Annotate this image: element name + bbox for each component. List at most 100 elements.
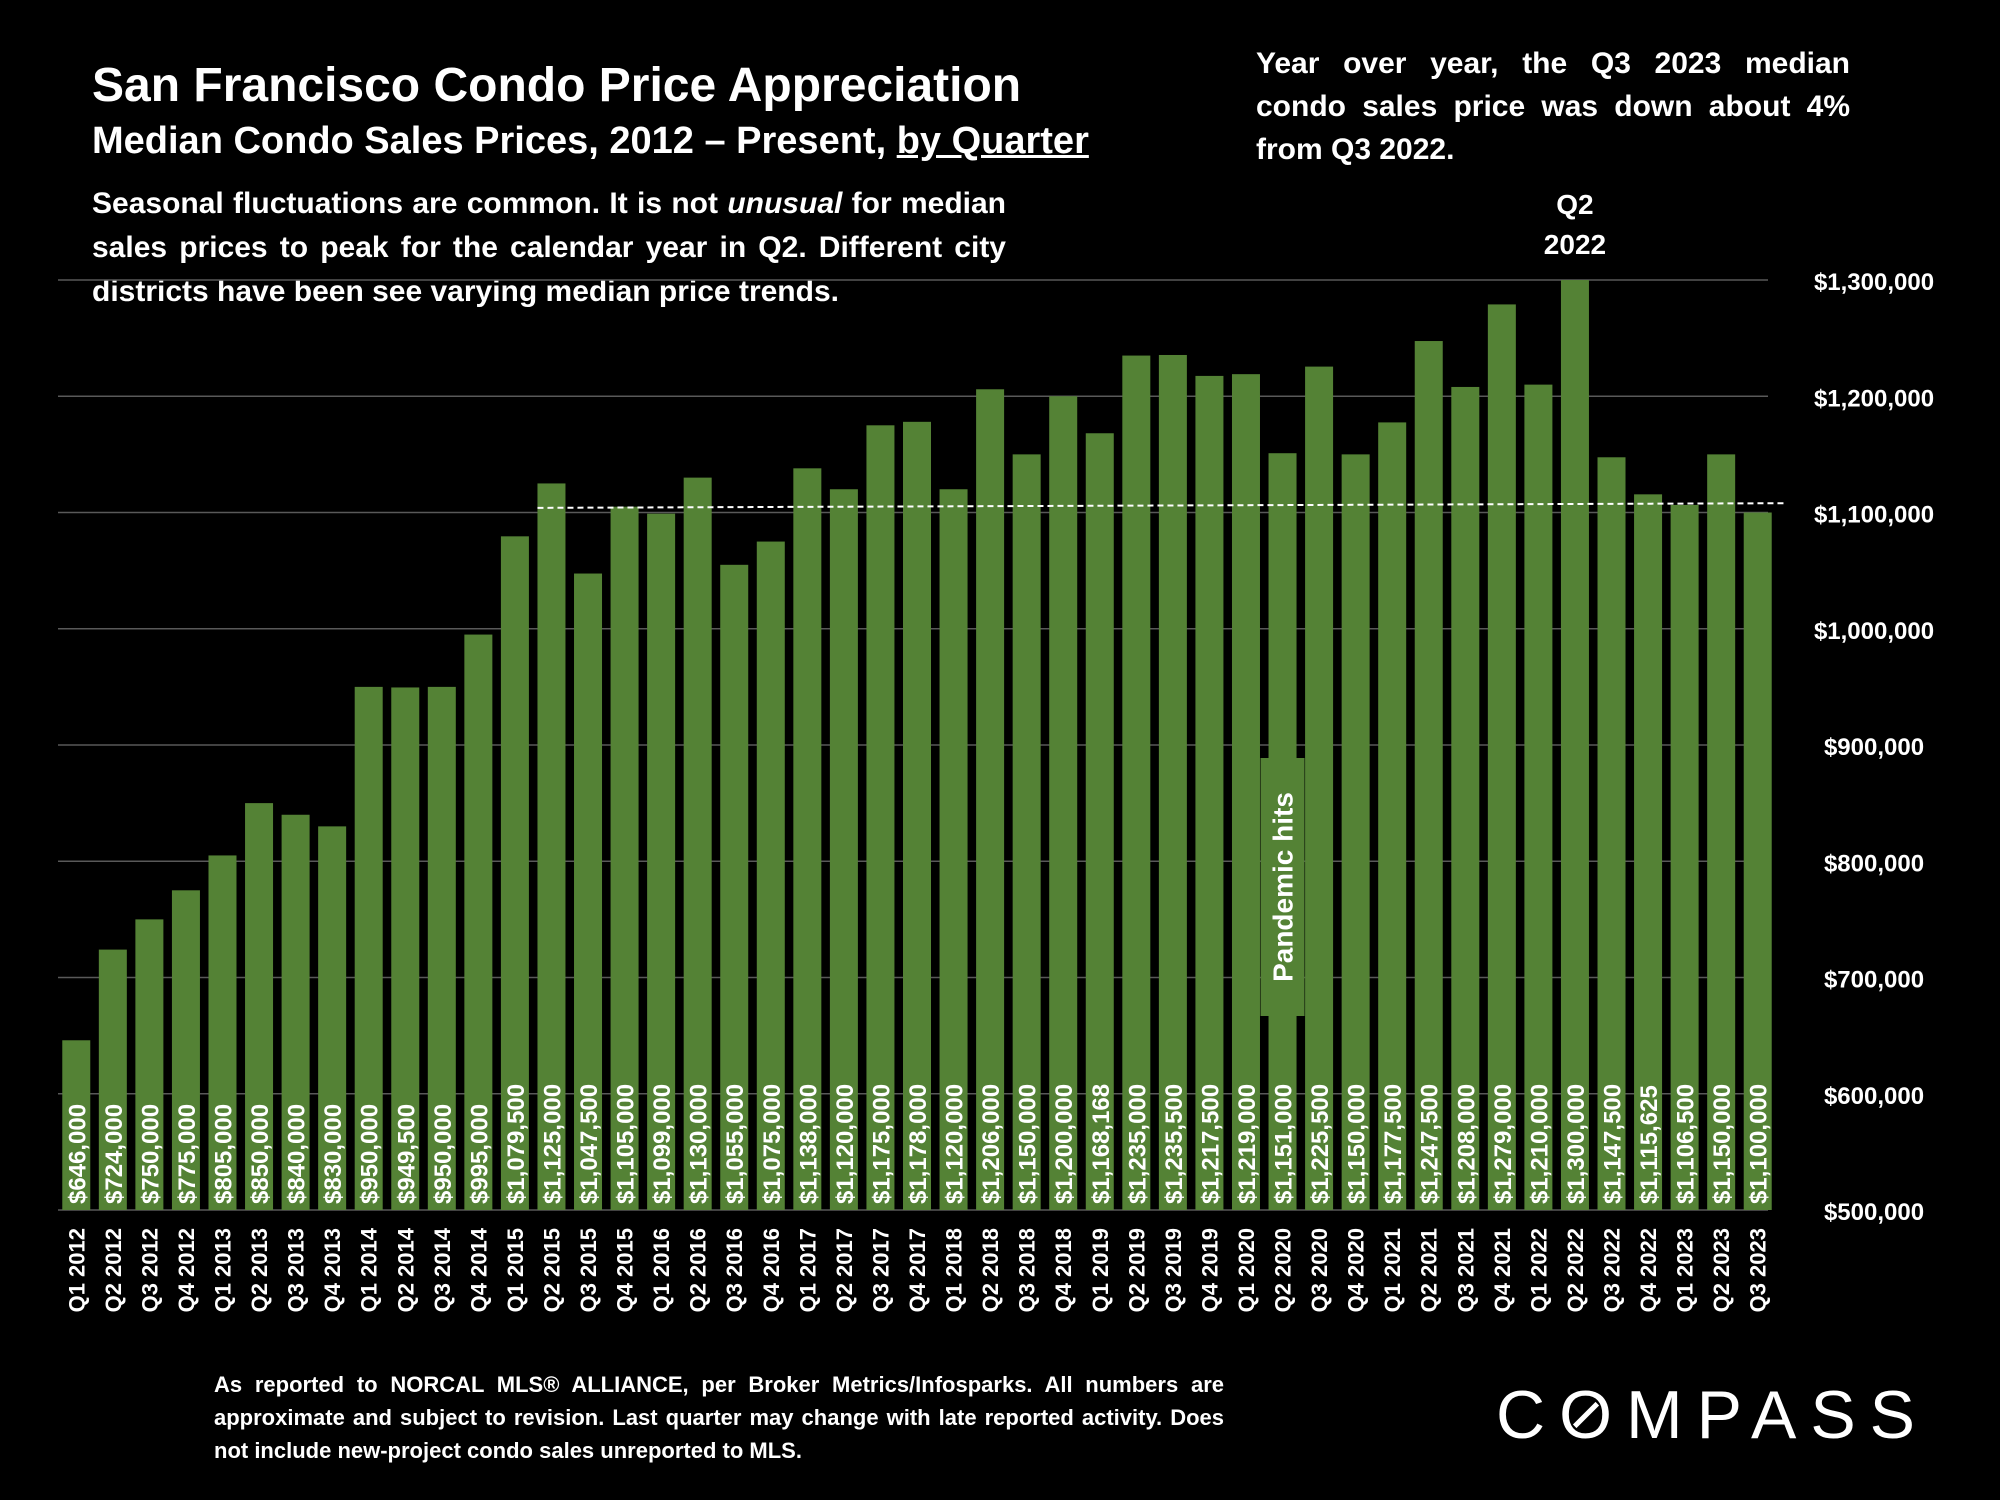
value-label: $1,125,000 xyxy=(539,1084,566,1204)
value-label: $1,219,000 xyxy=(1234,1084,1261,1204)
bar xyxy=(1195,375,1224,1210)
annotations-group: Q2 2022 Pandemic hits xyxy=(1260,189,1606,1016)
x-tick-label: Q1 2017 xyxy=(795,1228,820,1312)
x-tick-label: Q3 2017 xyxy=(868,1228,893,1312)
value-label: $1,120,000 xyxy=(942,1084,969,1204)
bar xyxy=(1634,494,1663,1210)
bar xyxy=(1085,433,1114,1210)
reference-line xyxy=(537,502,1784,509)
seasonal-note-start: Seasonal fluctuations are common. It is … xyxy=(92,187,728,220)
reference-line-group xyxy=(537,502,1784,509)
bar xyxy=(208,855,237,1210)
bar xyxy=(537,483,566,1210)
value-label: $805,000 xyxy=(210,1104,237,1204)
x-tick-label: Q2 2016 xyxy=(686,1228,711,1312)
x-tick-label: Q2 2021 xyxy=(1417,1228,1442,1312)
x-tick-label: Q4 2013 xyxy=(320,1228,345,1312)
value-labels-group: $646,000 $724,000 $750,000 $775,000 $805,000… xyxy=(64,1084,1772,1204)
bar xyxy=(1560,280,1589,1210)
bar xyxy=(1122,355,1151,1210)
x-tick-label: Q1 2015 xyxy=(503,1228,528,1312)
x-tick-label: Q1 2022 xyxy=(1526,1228,1551,1312)
x-tick-label: Q4 2014 xyxy=(466,1227,491,1312)
y-tick-label: $800,000 xyxy=(1824,850,1924,877)
chart-title: San Francisco Condo Price Appreciation xyxy=(92,59,1022,112)
logo-letters-rest: MPASS xyxy=(1626,1377,1930,1453)
subtitle-text: Median Condo Sales Prices, 2012 – Presen… xyxy=(92,120,897,162)
bar xyxy=(464,634,493,1210)
x-tick-label: Q2 2014 xyxy=(393,1227,418,1312)
value-label: $1,210,000 xyxy=(1526,1084,1553,1204)
bar xyxy=(1231,374,1260,1211)
y-tick-label: $900,000 xyxy=(1824,734,1924,761)
bar xyxy=(1707,454,1736,1210)
logo-letter-c: C xyxy=(1496,1377,1560,1453)
value-label: $840,000 xyxy=(284,1104,311,1204)
bar xyxy=(1012,454,1041,1210)
value-label: $1,115,625 xyxy=(1636,1085,1663,1204)
x-tick-label: Q4 2020 xyxy=(1344,1228,1369,1312)
value-label: $1,105,000 xyxy=(613,1084,640,1204)
chart-subtitle: Median Condo Sales Prices, 2012 – Presen… xyxy=(92,120,1089,163)
value-label: $1,138,000 xyxy=(795,1084,822,1204)
value-label: $1,150,000 xyxy=(1015,1084,1042,1204)
x-tick-label: Q2 2015 xyxy=(539,1228,564,1312)
x-tick-label: Q2 2020 xyxy=(1271,1228,1296,1312)
x-tick-label: Q1 2016 xyxy=(649,1228,674,1312)
value-label: $850,000 xyxy=(247,1104,274,1204)
x-tick-label: Q1 2014 xyxy=(357,1227,382,1312)
y-tick-labels-group: $500,000 $600,000 $700,000 $800,000 $900,000… xyxy=(1814,269,1934,1226)
pandemic-annotation-box xyxy=(1260,758,1305,1016)
value-label: $1,168,168 xyxy=(1088,1084,1115,1204)
value-label: $775,000 xyxy=(174,1104,201,1204)
bar xyxy=(245,803,274,1210)
x-tick-label: Q4 2012 xyxy=(174,1228,199,1312)
seasonal-note-emphasis: unusual xyxy=(727,187,843,220)
logo-o-text: O xyxy=(1559,1377,1627,1453)
x-tick-label: Q1 2019 xyxy=(1088,1228,1113,1312)
value-label: $1,100,000 xyxy=(1746,1084,1773,1204)
value-label: $1,225,500 xyxy=(1307,1084,1334,1204)
bar xyxy=(1743,512,1772,1210)
bar xyxy=(1524,384,1553,1210)
bar xyxy=(683,477,712,1210)
bar xyxy=(1378,422,1407,1210)
x-tick-label: Q1 2023 xyxy=(1673,1228,1698,1312)
x-tick-label: Q4 2016 xyxy=(759,1228,784,1312)
source-footnote: As reported to NORCAL MLS® ALLIANCE, per… xyxy=(214,1372,1224,1463)
bar xyxy=(171,890,200,1210)
bar xyxy=(1451,386,1480,1210)
x-tick-label: Q3 2020 xyxy=(1307,1228,1332,1312)
value-label: $1,235,000 xyxy=(1124,1084,1151,1204)
bar xyxy=(281,814,310,1210)
value-label: $1,217,500 xyxy=(1197,1084,1224,1204)
value-label: $950,000 xyxy=(430,1104,457,1204)
x-tick-label: Q3 2022 xyxy=(1600,1228,1625,1312)
bar xyxy=(1049,396,1078,1210)
value-label: $1,247,500 xyxy=(1417,1084,1444,1204)
y-tick-label: $1,300,000 xyxy=(1814,269,1934,296)
bar xyxy=(391,687,420,1210)
value-label: $1,147,500 xyxy=(1600,1084,1627,1204)
value-label: $750,000 xyxy=(137,1104,164,1204)
bar xyxy=(866,425,895,1210)
x-tick-label: Q1 2021 xyxy=(1380,1228,1405,1312)
value-label: $1,150,000 xyxy=(1709,1084,1736,1204)
value-label: $995,000 xyxy=(466,1104,493,1204)
logo-letter-o: O xyxy=(1559,1376,1626,1454)
bar xyxy=(62,1040,91,1210)
bar xyxy=(1305,366,1334,1210)
value-label: $1,279,000 xyxy=(1490,1084,1517,1204)
x-tick-label: Q2 2022 xyxy=(1563,1228,1588,1312)
bar xyxy=(1341,454,1370,1210)
bars-group xyxy=(62,280,1772,1211)
subtitle-underlined-text: by Quarter xyxy=(896,120,1089,162)
y-tick-label: $600,000 xyxy=(1824,1083,1924,1110)
x-tick-label: Q2 2019 xyxy=(1124,1228,1149,1312)
value-label: $1,178,000 xyxy=(905,1084,932,1204)
value-label: $1,200,000 xyxy=(1051,1084,1078,1204)
x-tick-label: Q4 2022 xyxy=(1636,1228,1661,1312)
x-tick-label: Q2 2017 xyxy=(832,1228,857,1312)
x-tick-label: Q2 2018 xyxy=(978,1228,1003,1312)
